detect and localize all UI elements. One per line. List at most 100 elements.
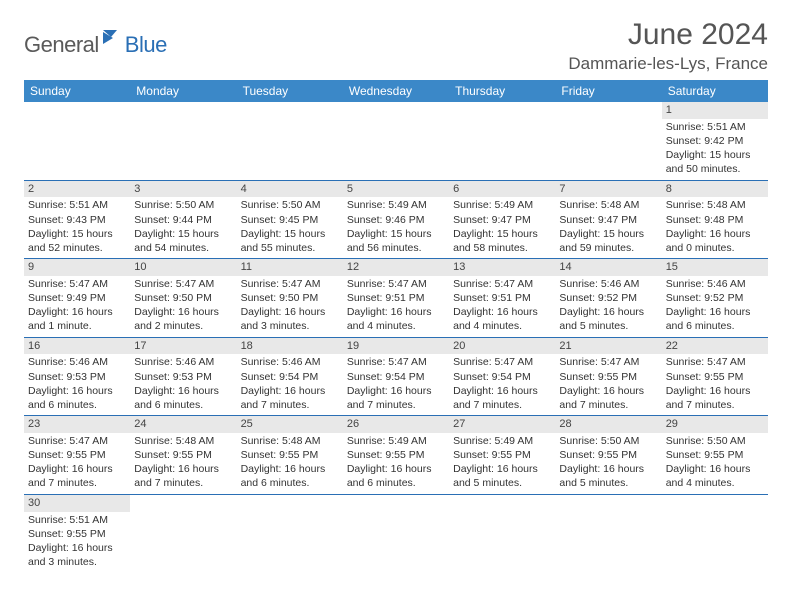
day-number: 30	[24, 495, 130, 512]
day-number: 28	[555, 416, 661, 433]
daylight-line: Daylight: 16 hours and 7 minutes.	[241, 384, 339, 412]
day-content: Sunrise: 5:46 AMSunset: 9:53 PMDaylight:…	[130, 354, 236, 415]
sunrise-line: Sunrise: 5:51 AM	[666, 120, 764, 134]
sunrise-line: Sunrise: 5:46 AM	[666, 277, 764, 291]
week-row: 30Sunrise: 5:51 AMSunset: 9:55 PMDayligh…	[24, 494, 768, 572]
day-cell: 21Sunrise: 5:47 AMSunset: 9:55 PMDayligh…	[555, 337, 661, 416]
sunset-line: Sunset: 9:54 PM	[241, 370, 339, 384]
daylight-line: Daylight: 16 hours and 5 minutes.	[559, 462, 657, 490]
daylight-line: Daylight: 16 hours and 6 minutes.	[666, 305, 764, 333]
sunrise-line: Sunrise: 5:47 AM	[347, 277, 445, 291]
header: General Blue June 2024 Dammarie-les-Lys,…	[24, 18, 768, 74]
daylight-line: Daylight: 16 hours and 4 minutes.	[347, 305, 445, 333]
sunrise-line: Sunrise: 5:50 AM	[134, 198, 232, 212]
day-content: Sunrise: 5:49 AMSunset: 9:47 PMDaylight:…	[449, 197, 555, 258]
sunrise-line: Sunrise: 5:49 AM	[347, 434, 445, 448]
day-content: Sunrise: 5:49 AMSunset: 9:46 PMDaylight:…	[343, 197, 449, 258]
sunset-line: Sunset: 9:55 PM	[28, 448, 126, 462]
sunset-line: Sunset: 9:52 PM	[559, 291, 657, 305]
day-content: Sunrise: 5:50 AMSunset: 9:55 PMDaylight:…	[662, 433, 768, 494]
sunset-line: Sunset: 9:55 PM	[559, 448, 657, 462]
calendar-table: SundayMondayTuesdayWednesdayThursdayFrid…	[24, 80, 768, 572]
empty-cell	[237, 102, 343, 180]
daylight-line: Daylight: 16 hours and 6 minutes.	[134, 384, 232, 412]
daylight-line: Daylight: 16 hours and 4 minutes.	[666, 462, 764, 490]
sunset-line: Sunset: 9:46 PM	[347, 213, 445, 227]
sunrise-line: Sunrise: 5:51 AM	[28, 513, 126, 527]
sunrise-line: Sunrise: 5:47 AM	[28, 277, 126, 291]
sunset-line: Sunset: 9:55 PM	[28, 527, 126, 541]
day-content: Sunrise: 5:47 AMSunset: 9:54 PMDaylight:…	[449, 354, 555, 415]
day-number: 23	[24, 416, 130, 433]
day-content: Sunrise: 5:46 AMSunset: 9:53 PMDaylight:…	[24, 354, 130, 415]
day-content: Sunrise: 5:48 AMSunset: 9:48 PMDaylight:…	[662, 197, 768, 258]
sunrise-line: Sunrise: 5:50 AM	[241, 198, 339, 212]
brand-name-1: General	[24, 32, 99, 58]
sunrise-line: Sunrise: 5:49 AM	[453, 434, 551, 448]
sunset-line: Sunset: 9:44 PM	[134, 213, 232, 227]
daylight-line: Daylight: 16 hours and 3 minutes.	[28, 541, 126, 569]
day-number: 24	[130, 416, 236, 433]
day-cell: 25Sunrise: 5:48 AMSunset: 9:55 PMDayligh…	[237, 416, 343, 495]
sunrise-line: Sunrise: 5:47 AM	[134, 277, 232, 291]
sunrise-line: Sunrise: 5:47 AM	[453, 355, 551, 369]
day-content: Sunrise: 5:48 AMSunset: 9:55 PMDaylight:…	[237, 433, 343, 494]
day-number: 6	[449, 181, 555, 198]
daylight-line: Daylight: 15 hours and 50 minutes.	[666, 148, 764, 176]
daylight-line: Daylight: 15 hours and 58 minutes.	[453, 227, 551, 255]
daylight-line: Daylight: 15 hours and 55 minutes.	[241, 227, 339, 255]
brand-name-2: Blue	[125, 32, 167, 58]
day-header-thursday: Thursday	[449, 80, 555, 102]
week-row: 9Sunrise: 5:47 AMSunset: 9:49 PMDaylight…	[24, 259, 768, 338]
sunrise-line: Sunrise: 5:46 AM	[28, 355, 126, 369]
empty-cell	[343, 102, 449, 180]
daylight-line: Daylight: 15 hours and 56 minutes.	[347, 227, 445, 255]
empty-cell	[130, 102, 236, 180]
day-content: Sunrise: 5:47 AMSunset: 9:51 PMDaylight:…	[449, 276, 555, 337]
day-content: Sunrise: 5:51 AMSunset: 9:42 PMDaylight:…	[662, 119, 768, 180]
daylight-line: Daylight: 16 hours and 4 minutes.	[453, 305, 551, 333]
sunset-line: Sunset: 9:55 PM	[453, 448, 551, 462]
day-header-wednesday: Wednesday	[343, 80, 449, 102]
daylight-line: Daylight: 16 hours and 1 minute.	[28, 305, 126, 333]
sunset-line: Sunset: 9:47 PM	[559, 213, 657, 227]
day-number: 16	[24, 338, 130, 355]
day-header-sunday: Sunday	[24, 80, 130, 102]
day-cell: 30Sunrise: 5:51 AMSunset: 9:55 PMDayligh…	[24, 494, 130, 572]
sunset-line: Sunset: 9:54 PM	[347, 370, 445, 384]
day-content: Sunrise: 5:48 AMSunset: 9:47 PMDaylight:…	[555, 197, 661, 258]
day-cell: 14Sunrise: 5:46 AMSunset: 9:52 PMDayligh…	[555, 259, 661, 338]
sunset-line: Sunset: 9:50 PM	[134, 291, 232, 305]
sunset-line: Sunset: 9:48 PM	[666, 213, 764, 227]
day-number: 27	[449, 416, 555, 433]
sunset-line: Sunset: 9:55 PM	[134, 448, 232, 462]
sunrise-line: Sunrise: 5:49 AM	[347, 198, 445, 212]
empty-cell	[24, 102, 130, 180]
daylight-line: Daylight: 16 hours and 6 minutes.	[347, 462, 445, 490]
day-header-monday: Monday	[130, 80, 236, 102]
day-number: 13	[449, 259, 555, 276]
day-header-row: SundayMondayTuesdayWednesdayThursdayFrid…	[24, 80, 768, 102]
empty-cell	[662, 494, 768, 572]
day-number: 11	[237, 259, 343, 276]
day-content: Sunrise: 5:51 AMSunset: 9:43 PMDaylight:…	[24, 197, 130, 258]
sunset-line: Sunset: 9:55 PM	[666, 448, 764, 462]
empty-cell	[130, 494, 236, 572]
sunset-line: Sunset: 9:47 PM	[453, 213, 551, 227]
day-content: Sunrise: 5:47 AMSunset: 9:50 PMDaylight:…	[237, 276, 343, 337]
day-cell: 28Sunrise: 5:50 AMSunset: 9:55 PMDayligh…	[555, 416, 661, 495]
sunset-line: Sunset: 9:45 PM	[241, 213, 339, 227]
day-number: 5	[343, 181, 449, 198]
week-row: 16Sunrise: 5:46 AMSunset: 9:53 PMDayligh…	[24, 337, 768, 416]
empty-cell	[449, 102, 555, 180]
sunrise-line: Sunrise: 5:48 AM	[241, 434, 339, 448]
sunset-line: Sunset: 9:55 PM	[559, 370, 657, 384]
day-cell: 7Sunrise: 5:48 AMSunset: 9:47 PMDaylight…	[555, 180, 661, 259]
day-number: 22	[662, 338, 768, 355]
daylight-line: Daylight: 16 hours and 2 minutes.	[134, 305, 232, 333]
day-cell: 15Sunrise: 5:46 AMSunset: 9:52 PMDayligh…	[662, 259, 768, 338]
sunset-line: Sunset: 9:43 PM	[28, 213, 126, 227]
daylight-line: Daylight: 16 hours and 3 minutes.	[241, 305, 339, 333]
sunrise-line: Sunrise: 5:46 AM	[559, 277, 657, 291]
title-block: June 2024 Dammarie-les-Lys, France	[568, 18, 768, 74]
